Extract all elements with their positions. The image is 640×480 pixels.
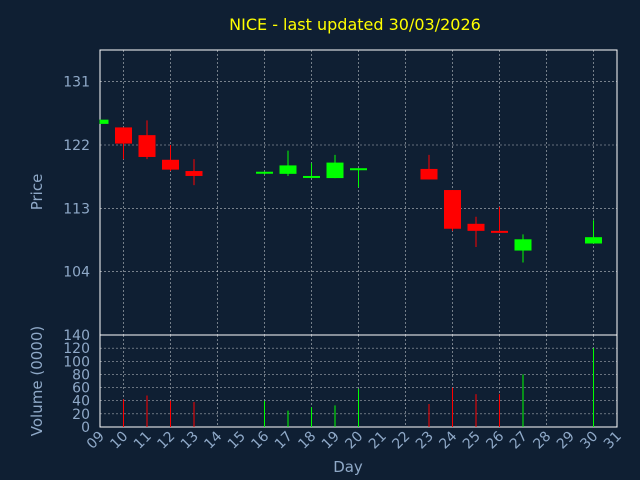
- candle-body: [491, 230, 508, 233]
- volume-bars: [123, 348, 594, 427]
- x-axis-label: Day: [333, 458, 363, 476]
- price-tick-label: 113: [63, 201, 90, 217]
- candle-body: [279, 165, 297, 174]
- candle-body: [326, 162, 344, 179]
- candle-body: [585, 237, 602, 244]
- candles: [99, 119, 602, 263]
- price-tick-label: 131: [63, 75, 90, 91]
- volume-tick-label: 60: [72, 381, 90, 397]
- volume-axis-label: Volume (0000): [28, 326, 46, 436]
- price-y-ticks: 131 122 113 104: [63, 75, 90, 281]
- volume-tick-label: 140: [63, 328, 90, 344]
- candle-body: [467, 223, 485, 231]
- candle-body: [185, 171, 203, 176]
- price-grid: [100, 50, 617, 335]
- price-tick-label: 104: [63, 265, 90, 281]
- candle-body: [420, 168, 438, 180]
- price-axis-label: Price: [28, 174, 46, 211]
- candle-body: [514, 239, 532, 251]
- chart-title: NICE - last updated 30/03/2026: [229, 15, 481, 34]
- candle-body: [100, 119, 109, 124]
- volume-tick-label: 120: [63, 341, 90, 357]
- volume-tick-label: 0: [81, 420, 90, 436]
- volume-tick-label: 40: [72, 394, 90, 410]
- candle-body: [256, 171, 273, 174]
- volume-tick-label: 80: [72, 367, 90, 383]
- candle-body: [138, 135, 156, 157]
- volume-tick-label: 100: [63, 354, 90, 370]
- candle-body: [115, 127, 132, 144]
- candle-body: [162, 159, 179, 170]
- x-axis-ticks: 09 10 11 12 13 14 15 16 17 18 19 20 21 22 23 24 25 26 27 28…: [84, 428, 625, 452]
- price-tick-label: 122: [63, 138, 90, 154]
- volume-tick-label: 20: [72, 407, 90, 423]
- candle-body: [350, 168, 367, 171]
- candle-body: [444, 190, 461, 229]
- candle-body: [303, 175, 320, 178]
